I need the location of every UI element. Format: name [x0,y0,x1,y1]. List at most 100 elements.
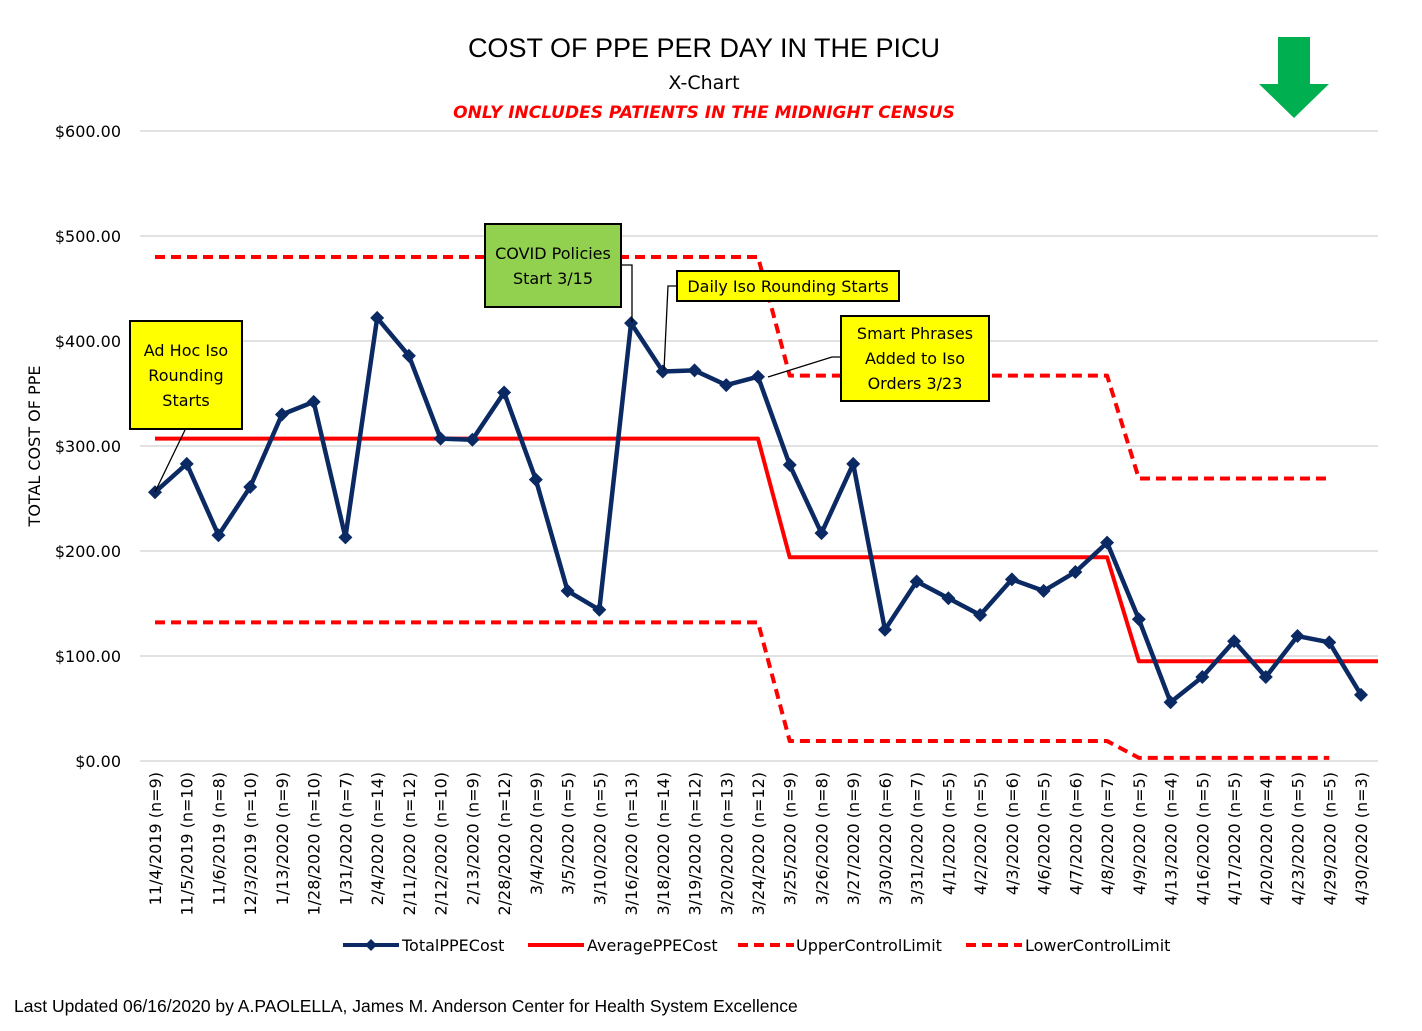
data-point-marker [909,574,924,589]
x-tick-label: 4/8/2020 (n=7) [1098,772,1117,895]
x-tick-label: 4/2/2020 (n=5) [971,772,990,895]
data-point-marker [1068,565,1083,579]
legend-label: LowerControlLimit [1025,936,1170,955]
annotation-leader-line [663,285,676,371]
y-tick-label: $100.00 [55,647,121,666]
x-tick-label: 1/13/2020 (n=9) [273,772,292,905]
x-tick-label: 3/10/2020 (n=5) [590,772,609,905]
x-tick-label: 4/9/2020 (n=5) [1130,772,1149,895]
x-tick-label: 4/16/2020 (n=5) [1193,772,1212,905]
x-tick-label: 11/6/2019 (n=8) [209,772,228,905]
x-tick-label: 12/3/2019 (n=10) [241,772,260,916]
x-tick-label: 3/31/2020 (n=7) [908,772,927,905]
x-tick-label: 3/20/2020 (n=13) [717,772,736,916]
data-point-marker [243,479,258,494]
x-tick-label: 4/3/2020 (n=6) [1003,772,1022,895]
chart-note: ONLY INCLUDES PATIENTS IN THE MIDNIGHT C… [453,103,955,123]
legend-item: LowerControlLimit [966,936,1170,955]
data-point-marker [338,530,353,545]
data-point-marker [655,364,670,379]
data-point-marker [1354,687,1368,702]
data-point-marker [592,602,607,617]
x-tick-label: 4/7/2020 (n=6) [1066,772,1085,895]
data-point-marker [1290,629,1305,644]
data-point-marker [941,591,956,606]
data-point-marker [1100,535,1115,550]
x-tick-label: 3/18/2020 (n=14) [654,772,673,916]
x-tick-label: 4/13/2020 (n=4) [1162,772,1181,905]
data-point-marker [528,472,543,487]
y-tick-label: $500.00 [55,227,121,246]
legend-marker [365,939,377,951]
data-point-marker [1131,612,1146,627]
annotation-leader-line [154,429,186,493]
data-point-marker [1195,670,1210,684]
x-tick-label: 4/17/2020 (n=5) [1225,772,1244,905]
data-point-marker [814,526,829,541]
annotation-callout: Ad Hoc Iso Rounding Starts [129,320,243,430]
x-tick-label: 4/23/2020 (n=5) [1289,772,1308,905]
data-point-marker [1163,695,1178,710]
x-tick-label: 11/4/2019 (n=9) [146,772,165,905]
data-point-marker [973,608,988,623]
data-point-marker [433,431,448,446]
x-tick-label: 4/1/2020 (n=5) [939,772,958,895]
annotation-callout: Daily Iso Rounding Starts [676,270,900,302]
legend-item: AveragePPECost [528,936,718,955]
legend-item: TotalPPECost [343,936,504,955]
data-point-marker [687,363,702,378]
x-tick-label: 2/13/2020 (n=9) [463,772,482,905]
y-tick-label: $600.00 [55,122,121,141]
x-tick-label: 3/16/2020 (n=13) [622,772,641,916]
data-point-marker [782,457,797,472]
x-tick-label: 2/11/2020 (n=12) [400,772,419,916]
data-point-marker [1036,583,1051,598]
annotation-leader-line [622,264,633,322]
footer-note: Last Updated 06/16/2020 by A.PAOLELLA, J… [14,996,798,1016]
y-tick-label: $400.00 [55,332,121,351]
x-tick-label: 3/26/2020 (n=8) [812,772,831,905]
x-tick-label: 4/30/2020 (n=3) [1352,772,1371,905]
x-tick-label: 2/28/2020 (n=12) [495,772,514,916]
data-point-marker [1322,635,1337,650]
data-point-marker [148,485,162,500]
legend-label: AveragePPECost [587,936,718,955]
data-point-marker [751,369,765,384]
x-tick-label: 3/19/2020 (n=12) [686,772,705,916]
y-axis-label: TOTAL COST OF PPE [25,366,44,528]
legend-label: TotalPPECost [401,936,504,955]
data-point-marker [370,310,385,325]
legend-item: UpperControlLimit [738,936,942,955]
data-point-marker [179,456,194,471]
data-point-marker [306,394,321,409]
x-tick-label: 3/30/2020 (n=6) [876,772,895,905]
x-tick-label: 11/5/2019 (n=10) [178,772,197,916]
annotation-callout: COVID Policies Start 3/15 [484,223,622,308]
chart-subtitle: X-Chart [668,72,739,94]
chart-title: COST OF PPE PER DAY IN THE PICU [468,33,940,63]
series-uppercontrollimit [155,255,1330,481]
y-tick-label: $300.00 [55,437,121,456]
x-tick-label: 4/20/2020 (n=4) [1257,772,1276,905]
data-point-marker [719,378,734,393]
y-tick-label: $0.00 [75,752,121,771]
x-tick-label: 1/28/2020 (n=10) [305,772,324,916]
data-point-marker [274,407,289,422]
data-point-marker [1258,670,1273,684]
annotation-leader-line [767,356,840,378]
x-tick-label: 3/4/2020 (n=9) [527,772,546,895]
x-tick-label: 2/12/2020 (n=10) [432,772,451,916]
y-tick-label: $200.00 [55,542,121,561]
data-point-marker [497,385,512,400]
data-point-marker [1227,634,1242,649]
data-point-marker [211,528,226,543]
x-tick-label: 3/27/2020 (n=9) [844,772,863,905]
x-tick-label: 1/31/2020 (n=7) [336,772,355,905]
legend-label: UpperControlLimit [796,936,942,955]
series-averageppecost [155,436,1378,664]
x-tick-label: 3/24/2020 (n=12) [749,772,768,916]
data-point-marker [624,316,639,331]
data-point-marker [877,622,892,637]
x-tick-label: 3/25/2020 (n=9) [781,772,800,905]
